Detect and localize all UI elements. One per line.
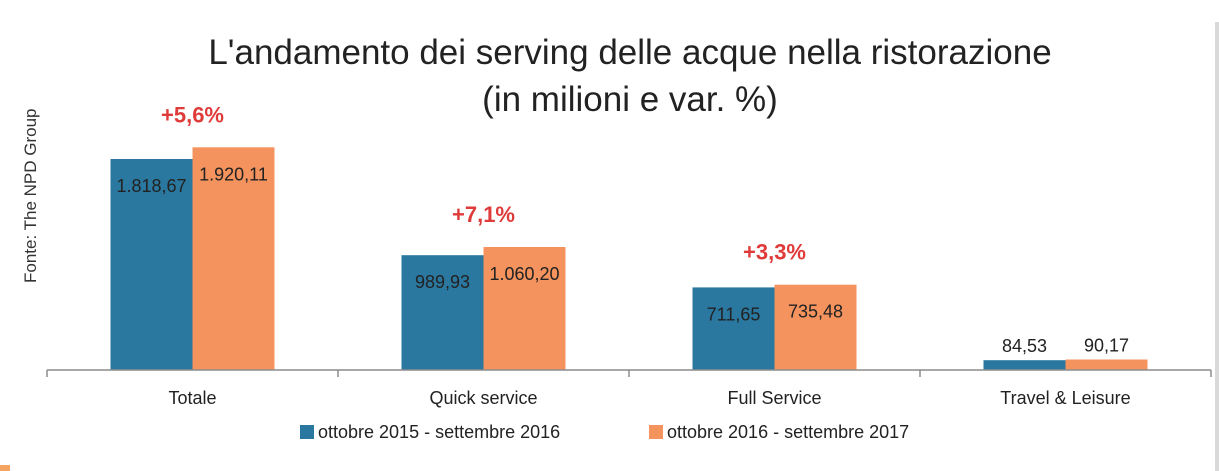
bar-2-1 (483, 247, 566, 370)
legend: ottobre 2015 - settembre 2016 ottobre 201… (300, 422, 909, 442)
bar-value-label: 1.920,11 (199, 164, 268, 184)
category-label: Totale (168, 388, 216, 408)
bar-1-0 (110, 159, 193, 370)
corner-decoration (0, 465, 10, 471)
legend-swatch-2 (649, 425, 663, 439)
category-label: Quick service (429, 388, 537, 408)
chart-subtitle: (in milioni e var. %) (482, 80, 778, 119)
variation-label: +7,1% (452, 202, 515, 227)
category-label: Full Service (727, 388, 821, 408)
legend-swatch-1 (300, 425, 314, 439)
bar-value-label: 711,65 (707, 304, 761, 324)
bar-value-label: 735,48 (788, 302, 843, 322)
x-axis: Totale Quick service Full Service Travel & … (46, 369, 1212, 408)
legend-label-2: ottobre 2016 - settembre 2017 (667, 422, 909, 442)
bar-2-2 (774, 284, 857, 370)
bar-value-label: 1.060,20 (489, 264, 559, 284)
bar-value-label: 1.818,67 (116, 176, 186, 196)
variation-label: +5,6% (161, 102, 224, 127)
source-label: Fonte: The NPD Group (21, 109, 40, 284)
legend-label-1: ottobre 2015 - settembre 2016 (318, 422, 560, 442)
bar-value-label: 989,93 (415, 272, 470, 292)
chart-title: L'andamento dei serving delle acque nell… (208, 33, 1051, 72)
bars-group: 1.818,67 1.920,11 +5,6% 989,93 1.060,20 +7,1%… (110, 102, 1148, 370)
variation-label: +3,3% (743, 240, 806, 265)
bar-value-label: 90,17 (1084, 336, 1129, 356)
right-edge-divider (1215, 22, 1219, 471)
bar-value-label: 84,53 (1002, 336, 1047, 356)
bar-2-3 (1065, 359, 1148, 370)
bar-1-2 (692, 287, 775, 370)
bar-2-0 (192, 147, 275, 370)
bar-1-1 (401, 255, 484, 370)
bar-1-3 (983, 360, 1066, 370)
category-label: Travel & Leisure (1000, 388, 1130, 408)
